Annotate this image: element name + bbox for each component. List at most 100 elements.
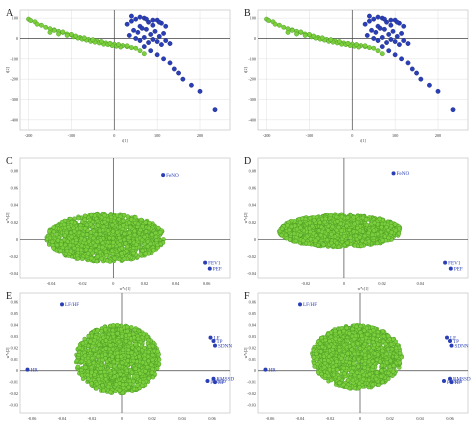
cloud-point xyxy=(299,216,305,221)
cloud-point xyxy=(158,230,163,235)
cloud-point xyxy=(147,220,152,226)
cloud-point xyxy=(75,256,81,261)
data-point-blue xyxy=(373,29,379,35)
cloud-point xyxy=(110,222,115,228)
panel-letter: D xyxy=(244,156,251,167)
cloud-point xyxy=(86,333,91,339)
data-point-blue xyxy=(137,38,143,43)
cloud-point xyxy=(375,231,381,237)
data-point-blue xyxy=(386,48,392,54)
cloud-point xyxy=(108,389,113,395)
cloud-point xyxy=(141,332,147,337)
cloud-point xyxy=(370,232,375,237)
data-point-blue xyxy=(394,19,400,25)
data-point-blue xyxy=(150,17,156,23)
cloud-point xyxy=(125,329,130,334)
y-tick-label: 0 xyxy=(16,36,18,41)
y-tick-label: -0.01 xyxy=(9,380,18,385)
y-tick-label: -300 xyxy=(10,97,18,102)
cloud-point xyxy=(280,226,285,231)
cloud-point xyxy=(125,214,130,219)
cloud-point xyxy=(95,223,101,228)
cloud-point xyxy=(51,246,56,251)
x-tick-label: 200 xyxy=(435,133,441,138)
data-point-green xyxy=(266,18,272,23)
y-tick-label: 0.01 xyxy=(249,357,256,362)
cloud-point xyxy=(386,235,391,240)
cloud-point xyxy=(86,239,92,244)
cloud-point xyxy=(80,232,86,237)
cloud-point xyxy=(72,246,77,251)
cloud-point xyxy=(129,217,134,222)
data-point-green xyxy=(56,31,61,37)
x-tick-label: -0.04 xyxy=(58,416,68,421)
cloud-point xyxy=(324,237,330,243)
data-point-green xyxy=(307,32,312,37)
data-point-blue xyxy=(401,23,407,29)
cloud-point xyxy=(308,236,314,242)
cloud-point xyxy=(133,215,138,220)
cloud-point xyxy=(95,239,100,244)
cloud-point xyxy=(110,236,116,241)
cloud-point xyxy=(80,341,86,346)
data-point-green xyxy=(277,22,282,28)
cloud-point xyxy=(149,362,154,367)
cloud-point xyxy=(127,230,132,235)
cloud-point xyxy=(111,323,116,328)
cloud-point xyxy=(146,337,151,343)
cloud-point xyxy=(137,354,142,359)
variable-point xyxy=(161,173,166,178)
cloud-point xyxy=(55,238,61,243)
cloud-point xyxy=(150,343,155,349)
data-point-blue xyxy=(159,42,164,47)
cloud-point xyxy=(119,251,124,256)
x-tick-label: 0.06 xyxy=(203,281,210,286)
y-tick-label: -400 xyxy=(248,117,256,122)
cloud-point xyxy=(127,378,132,384)
cloud-point xyxy=(93,232,99,237)
cloud-point xyxy=(86,251,91,256)
cloud-point xyxy=(133,342,138,347)
data-point-green xyxy=(289,27,295,33)
cloud-point xyxy=(88,222,93,227)
cloud-point xyxy=(334,240,340,246)
variable-point xyxy=(203,260,208,265)
plot-frame xyxy=(257,9,469,131)
chart-panel-a: A-200 -100 0 100 2001000-100-200-300-400t[1]… xyxy=(6,8,231,143)
cloud-point xyxy=(156,225,161,231)
data-point-blue xyxy=(364,33,370,38)
cloud-point xyxy=(79,243,85,248)
cloud-point xyxy=(119,334,125,339)
data-point-green xyxy=(60,29,66,35)
y-tick-label: 0.04 xyxy=(249,323,257,328)
cloud-point xyxy=(122,376,127,381)
cloud-point xyxy=(307,220,313,226)
data-point-blue xyxy=(362,21,368,27)
cloud-point xyxy=(396,226,402,231)
cloud-point xyxy=(98,366,103,371)
data-point-blue xyxy=(154,52,160,58)
data-point-green xyxy=(298,29,304,35)
cloud-point xyxy=(357,235,362,240)
cloud-point xyxy=(103,338,109,343)
cloud-point xyxy=(317,220,322,225)
y-tick-label: 0.05 xyxy=(11,311,18,316)
cloud-point xyxy=(69,234,74,240)
data-point-green xyxy=(375,48,381,54)
cloud-point xyxy=(125,358,131,363)
x-axis-label: t[1] xyxy=(122,139,127,143)
y-tick-label: -0.02 xyxy=(247,254,256,259)
x-tick-label: 0.02 xyxy=(386,416,393,421)
cloud-point xyxy=(98,231,103,237)
cloud-point xyxy=(94,386,99,391)
cloud-point xyxy=(355,225,360,231)
cloud-point xyxy=(54,242,60,248)
cloud-point xyxy=(149,370,155,375)
cloud-point xyxy=(341,234,347,239)
cloud-point xyxy=(139,217,144,223)
y-axis-label: w*c[2] xyxy=(244,348,248,359)
cloud-point xyxy=(382,234,388,239)
variable-label: LF/HF xyxy=(65,302,79,308)
cloud-point xyxy=(380,238,385,243)
cloud-point xyxy=(371,228,377,233)
